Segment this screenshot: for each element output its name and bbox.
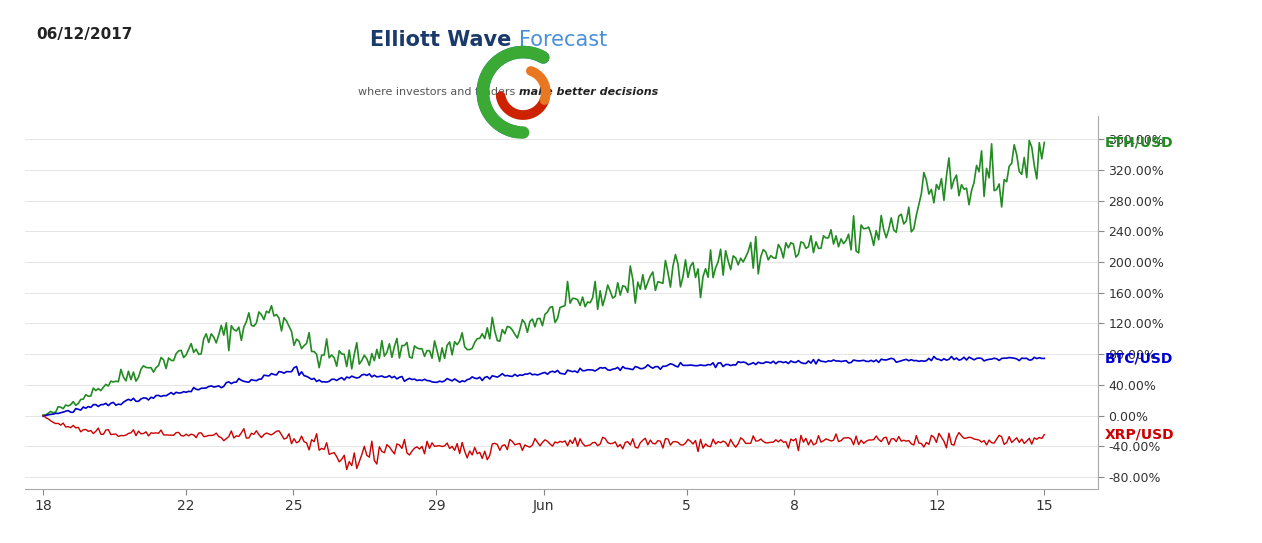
Text: where investors and traders: where investors and traders (358, 86, 519, 97)
Text: make better decisions: make better decisions (519, 86, 658, 97)
Text: ETH/USD: ETH/USD (1106, 135, 1174, 149)
Text: BTC/USD: BTC/USD (1106, 351, 1174, 365)
Text: Elliott Wave: Elliott Wave (370, 30, 519, 50)
Text: XRP/USD: XRP/USD (1106, 427, 1175, 441)
Text: 06/12/2017: 06/12/2017 (35, 27, 133, 42)
Text: Forecast: Forecast (519, 30, 607, 50)
